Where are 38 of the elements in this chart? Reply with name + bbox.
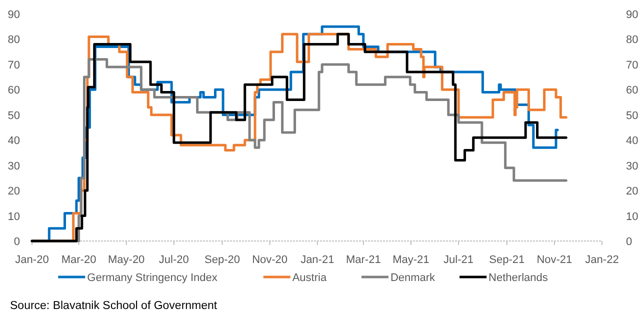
- y2-tick-label: 40: [626, 135, 638, 148]
- x-tick-label: May-20: [108, 254, 145, 266]
- legend-label: Netherlands: [488, 272, 548, 284]
- x-tick-label: Nov-21: [536, 254, 572, 266]
- y-tick-label: 0: [14, 236, 20, 248]
- y2-tick-label: 80: [626, 34, 638, 46]
- x-tick-label: Jul-20: [158, 254, 189, 266]
- x-tick-label: Mar-20: [61, 254, 96, 266]
- source-note: Source: Blavatnik School of Government: [10, 300, 218, 312]
- y-tick-label: 30: [8, 160, 20, 172]
- x-tick-label: Jul-21: [444, 254, 474, 266]
- y-tick-label: 90: [8, 9, 20, 21]
- x-tick-label: Sep-20: [204, 254, 240, 266]
- y2-tick-label: 90: [626, 9, 638, 21]
- legend-label: Austria: [292, 272, 328, 284]
- y2-tick-label: 30: [626, 160, 638, 172]
- x-tick-label: Sep-21: [489, 254, 525, 266]
- x-tick-label: Mar-21: [346, 254, 381, 266]
- legend-label: Denmark: [390, 272, 436, 284]
- y-tick-label: 20: [8, 186, 20, 198]
- y-tick-label: 50: [8, 110, 20, 122]
- x-tick-label: Jan-21: [300, 254, 334, 266]
- y-tick-label: 60: [8, 84, 20, 97]
- legend-label: Germany Stringency Index: [87, 272, 218, 284]
- y-tick-label: 10: [8, 210, 20, 223]
- y2-tick-label: 50: [626, 110, 638, 122]
- y-tick-label: 70: [8, 59, 20, 72]
- x-tick-label: May-21: [392, 254, 430, 266]
- x-tick-label: Jan-22: [585, 254, 619, 266]
- x-tick-label: Nov-20: [252, 254, 288, 266]
- y2-tick-label: 20: [626, 186, 638, 198]
- x-tick-label: Jan-20: [15, 254, 49, 266]
- y-tick-label: 80: [8, 34, 20, 46]
- y-tick-label: 40: [8, 135, 20, 148]
- y2-tick-label: 60: [626, 84, 638, 97]
- y2-tick-label: 70: [626, 59, 638, 72]
- y2-tick-label: 10: [626, 210, 638, 223]
- y2-tick-label: 0: [626, 236, 632, 248]
